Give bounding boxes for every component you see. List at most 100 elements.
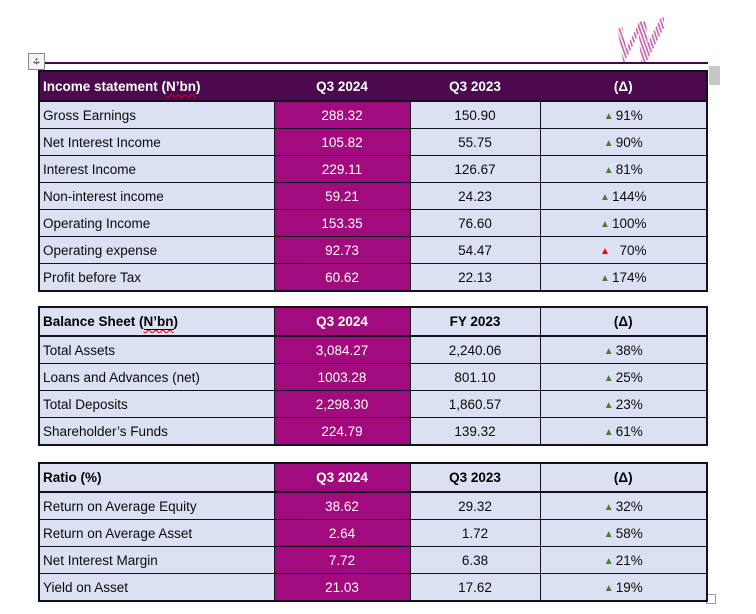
value-q3-2023[interactable]: 150.90 xyxy=(409,100,541,129)
col-delta[interactable]: (Δ) xyxy=(539,462,708,493)
value-q3-2024[interactable]: 288.32 xyxy=(273,100,411,129)
value-q3-2024[interactable]: 59.21 xyxy=(273,182,411,210)
value-q3-2023[interactable]: 1.72 xyxy=(409,519,541,547)
triangle-up-icon: ▲ xyxy=(600,191,610,203)
row-label[interactable]: Shareholder’s Funds xyxy=(38,417,275,446)
value-q3-2024[interactable]: 224.79 xyxy=(273,417,411,446)
col-q3-2023[interactable]: Q3 2023 xyxy=(409,462,541,493)
delta-cell[interactable]: ▲ 70% xyxy=(539,236,708,264)
row-label[interactable]: Total Deposits xyxy=(38,390,275,418)
balance-sheet-table: Balance Sheet (N’bn) Q3 2024 FY 2023 (Δ)… xyxy=(38,306,708,446)
move-icon: ↔ xyxy=(31,55,42,67)
delta-cell[interactable]: ▲ 23% xyxy=(539,390,708,418)
col-q3-2024[interactable]: Q3 2024 xyxy=(273,70,411,102)
delta-cell[interactable]: ▲ 58% xyxy=(539,519,708,547)
delta-text: 58% xyxy=(615,525,643,541)
table-move-handle[interactable]: ↔ ↕ xyxy=(28,53,45,70)
row-label[interactable]: Net Interest Income xyxy=(38,128,275,156)
col-q3-2024[interactable]: Q3 2024 xyxy=(273,462,411,493)
delta-cell[interactable]: ▲ 174% xyxy=(539,263,708,292)
triangle-up-icon: ▲ xyxy=(600,218,610,230)
value-q3-2023[interactable]: 76.60 xyxy=(409,209,541,237)
delta-text: 91% xyxy=(615,107,643,123)
delta-cell[interactable]: ▲ 32% xyxy=(539,491,708,520)
table-row: Interest Income 229.11 126.67 ▲ 81% xyxy=(38,155,708,183)
table-row: Loans and Advances (net) 1003.28 801.10 … xyxy=(38,363,708,391)
delta-cell[interactable]: ▲ 91% xyxy=(539,100,708,129)
row-label[interactable]: Non-interest income xyxy=(38,182,275,210)
value-q3-2023[interactable]: 54.47 xyxy=(409,236,541,264)
delta-cell[interactable]: ▲ 61% xyxy=(539,417,708,446)
row-label[interactable]: Total Assets xyxy=(38,335,275,364)
delta-cell[interactable]: ▲ 25% xyxy=(539,363,708,391)
col-q3-2024[interactable]: Q3 2024 xyxy=(273,306,411,337)
value-q3-2023[interactable]: 29.32 xyxy=(409,491,541,520)
value-q3-2024[interactable]: 105.82 xyxy=(273,128,411,156)
value-q3-2024[interactable]: 229.11 xyxy=(273,155,411,183)
scrollbar-thumb[interactable] xyxy=(709,66,720,85)
col-delta[interactable]: (Δ) xyxy=(539,306,708,337)
col-delta[interactable]: (Δ) xyxy=(539,70,708,102)
row-label[interactable]: Profit before Tax xyxy=(38,263,275,292)
delta-cell[interactable]: ▲ 81% xyxy=(539,155,708,183)
table-row: Profit before Tax 60.62 22.13 ▲ 174% xyxy=(38,263,708,292)
row-label[interactable]: Loans and Advances (net) xyxy=(38,363,275,391)
value-q3-2024[interactable]: 1003.28 xyxy=(273,363,411,391)
value-fy-2023[interactable]: 139.32 xyxy=(409,417,541,446)
income-statement-title[interactable]: Income statement (N’bn) xyxy=(38,70,275,102)
row-label[interactable]: Interest Income xyxy=(38,155,275,183)
value-q3-2024[interactable]: 38.62 xyxy=(273,491,411,520)
row-label[interactable]: Return on Average Equity xyxy=(38,491,275,520)
row-label[interactable]: Return on Average Asset xyxy=(38,519,275,547)
value-q3-2024[interactable]: 21.03 xyxy=(273,573,411,602)
move-icon: ↕ xyxy=(33,55,40,67)
delta-cell[interactable]: ▲ 21% xyxy=(539,546,708,574)
triangle-up-icon: ▲ xyxy=(603,137,614,149)
table-row: Total Deposits 2,298.30 1,860.57 ▲ 23% xyxy=(38,390,708,418)
balance-sheet-title[interactable]: Balance Sheet (N’bn) xyxy=(38,306,275,337)
misspelled-word: N’bn xyxy=(166,78,197,94)
value-q3-2024[interactable]: 2.64 xyxy=(273,519,411,547)
value-q3-2024[interactable]: 2,298.30 xyxy=(273,390,411,418)
value-q3-2023[interactable]: 24.23 xyxy=(409,182,541,210)
table-row: Total Assets 3,084.27 2,240.06 ▲ 38% xyxy=(38,335,708,364)
table-row: Net Interest Income 105.82 55.75 ▲ 90% xyxy=(38,128,708,156)
delta-text: 144% xyxy=(611,188,647,204)
delta-cell[interactable]: ▲ 144% xyxy=(539,182,708,210)
value-q3-2024[interactable]: 153.35 xyxy=(273,209,411,237)
delta-text: 38% xyxy=(615,342,643,358)
table-row: Return on Average Equity 38.62 29.32 ▲ 32… xyxy=(38,491,708,520)
value-fy-2023[interactable]: 1,860.57 xyxy=(409,390,541,418)
value-q3-2024[interactable]: 7.72 xyxy=(273,546,411,574)
table-row: Operating Income 153.35 76.60 ▲ 100% xyxy=(38,209,708,237)
col-fy-2023[interactable]: FY 2023 xyxy=(409,306,541,337)
value-q3-2023[interactable]: 17.62 xyxy=(409,573,541,602)
delta-cell[interactable]: ▲ 100% xyxy=(539,209,708,237)
ratio-title[interactable]: Ratio (%) xyxy=(38,462,275,493)
row-label[interactable]: Operating Income xyxy=(38,209,275,237)
wema-logo xyxy=(612,16,669,72)
header-row: Balance Sheet (N’bn) Q3 2024 FY 2023 (Δ) xyxy=(38,306,708,337)
row-label[interactable]: Yield on Asset xyxy=(38,573,275,602)
value-q3-2024[interactable]: 92.73 xyxy=(273,236,411,264)
triangle-up-icon: ▲ xyxy=(600,245,610,257)
value-fy-2023[interactable]: 2,240.06 xyxy=(409,335,541,364)
delta-cell[interactable]: ▲ 38% xyxy=(539,335,708,364)
value-q3-2023[interactable]: 126.67 xyxy=(409,155,541,183)
delta-cell[interactable]: ▲ 90% xyxy=(539,128,708,156)
row-label[interactable]: Gross Earnings xyxy=(38,100,275,129)
row-label[interactable]: Operating expense xyxy=(38,236,275,264)
value-q3-2024[interactable]: 3,084.27 xyxy=(273,335,411,364)
delta-text: 81% xyxy=(615,161,643,177)
value-q3-2023[interactable]: 22.13 xyxy=(409,263,541,292)
triangle-up-icon: ▲ xyxy=(603,501,614,513)
col-q3-2023[interactable]: Q3 2023 xyxy=(409,70,541,102)
delta-cell[interactable]: ▲ 19% xyxy=(539,573,708,602)
row-label[interactable]: Net Interest Margin xyxy=(38,546,275,574)
value-q3-2023[interactable]: 6.38 xyxy=(409,546,541,574)
delta-text: 100% xyxy=(611,215,647,231)
value-q3-2024[interactable]: 60.62 xyxy=(273,263,411,292)
value-q3-2023[interactable]: 55.75 xyxy=(409,128,541,156)
value-fy-2023[interactable]: 801.10 xyxy=(409,363,541,391)
delta-text: 174% xyxy=(611,269,647,285)
